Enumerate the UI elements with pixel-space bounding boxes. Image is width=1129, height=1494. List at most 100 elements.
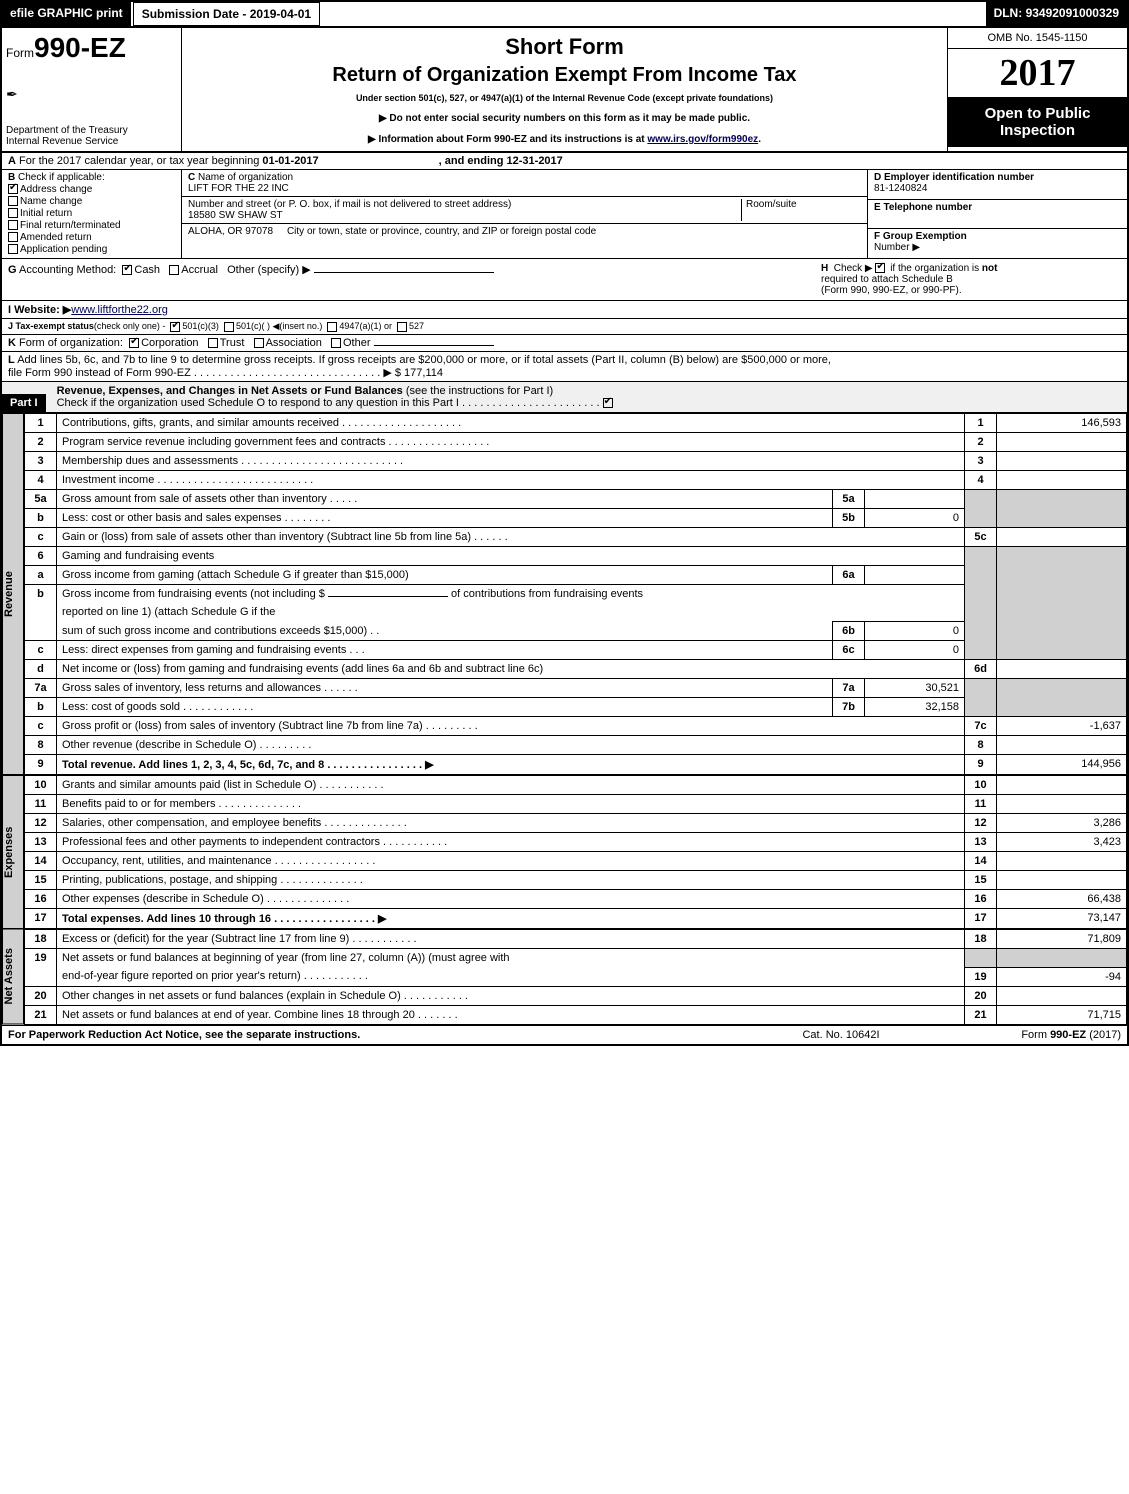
chk-other-org[interactable] xyxy=(331,338,341,348)
checkbox-icon xyxy=(8,220,18,230)
line-desc: Contributions, gifts, grants, and simila… xyxy=(57,414,965,433)
submission-date-label: Submission Date - xyxy=(142,7,250,21)
f-label2: Number ▶ xyxy=(874,242,920,253)
line-desc: Less: cost or other basis and sales expe… xyxy=(57,509,833,528)
k-other: Other xyxy=(343,337,371,349)
line-rnum: 8 xyxy=(965,736,997,755)
chk-address-change[interactable]: Address change xyxy=(8,184,175,195)
6b-input[interactable] xyxy=(328,596,448,597)
chk-corp[interactable] xyxy=(129,338,139,348)
chk-501c3[interactable] xyxy=(170,322,180,332)
line-desc: Program service revenue including govern… xyxy=(57,433,965,452)
l-dots: . . . . . . . . . . . . . . . . . . . . … xyxy=(191,367,395,379)
org-address: 18580 SW SHAW ST xyxy=(188,210,741,221)
irs-link[interactable]: www.irs.gov/form990ez xyxy=(647,134,758,145)
chk-application-pending[interactable]: Application pending xyxy=(8,244,175,255)
line-2: 2Program service revenue including gover… xyxy=(25,433,1127,452)
line-rnum: 20 xyxy=(965,986,997,1005)
line-rnum: 19 xyxy=(965,967,997,986)
l-text1: Add lines 5b, 6c, and 7b to line 9 to de… xyxy=(17,354,831,366)
top-bar: efile GRAPHIC print Submission Date - 20… xyxy=(2,2,1127,28)
open-line1: Open to Public xyxy=(985,105,1091,122)
line-desc: Total revenue. Add lines 1, 2, 3, 4, 5c,… xyxy=(57,755,965,775)
line-6b-3: sum of such gross income and contributio… xyxy=(25,622,1127,641)
line-i: I Website: ▶www.liftforthe22.org xyxy=(2,301,1127,319)
line-17: 17Total expenses. Add lines 10 through 1… xyxy=(25,909,1127,929)
chk-501c[interactable] xyxy=(224,322,234,332)
info-pre: ▶ Information about Form 990-EZ and its … xyxy=(368,134,647,145)
line-7a: 7aGross sales of inventory, less returns… xyxy=(25,679,1127,698)
warning-ssn: ▶ Do not enter social security numbers o… xyxy=(188,113,941,124)
section-d-e-f: D Employer identification number81-12408… xyxy=(867,170,1127,258)
chk-accrual[interactable] xyxy=(169,265,179,275)
line-desc: Total expenses. Add lines 10 through 16 … xyxy=(57,909,965,929)
line-desc: Other changes in net assets or fund bala… xyxy=(57,986,965,1005)
line-rval xyxy=(997,776,1127,795)
line-desc: Gross income from gaming (attach Schedul… xyxy=(57,566,833,585)
efile-print-button[interactable]: efile GRAPHIC print xyxy=(2,2,133,26)
line-k: K Form of organization: Corporation Trus… xyxy=(2,335,1127,352)
line-num: d xyxy=(25,660,57,679)
j-o2: 501(c)( ) ◀(insert no.) xyxy=(236,321,322,331)
chk-cash[interactable] xyxy=(122,265,132,275)
part1-check: Check if the organization used Schedule … xyxy=(57,397,600,409)
chk-trust[interactable] xyxy=(208,338,218,348)
section-c: C Name of organization LIFT FOR THE 22 I… xyxy=(182,170,867,258)
form-number: Form990-EZ xyxy=(6,32,177,64)
line-desc: Net assets or fund balances at beginning… xyxy=(57,949,965,968)
line-num: b xyxy=(25,585,57,641)
chk-assoc[interactable] xyxy=(254,338,264,348)
net-assets-section: Net Assets 18Excess or (deficit) for the… xyxy=(2,929,1127,1025)
line-rval: 146,593 xyxy=(997,414,1127,433)
org-city: ALOHA, OR 97078 xyxy=(188,226,273,237)
line-midnum: 5b xyxy=(833,509,865,528)
k-other-input[interactable] xyxy=(374,345,494,346)
chk-amended-return[interactable]: Amended return xyxy=(8,232,175,243)
line-desc: sum of such gross income and contributio… xyxy=(57,622,833,641)
line-num: 10 xyxy=(25,776,57,795)
line-midnum: 5a xyxy=(833,490,865,509)
line-rval xyxy=(997,986,1127,1005)
form-header: Form990-EZ ✒ Department of the TreasuryI… xyxy=(2,28,1127,153)
line-17-bold: Total expenses. Add lines 10 through 16 … xyxy=(62,913,386,925)
expenses-table: 10Grants and similar amounts paid (list … xyxy=(24,775,1127,929)
expenses-tab: Expenses xyxy=(2,775,24,929)
chk-h[interactable] xyxy=(875,263,885,273)
line-num: 21 xyxy=(25,1005,57,1024)
line-1: 1Contributions, gifts, grants, and simil… xyxy=(25,414,1127,433)
line-num: c xyxy=(25,717,57,736)
omb-number: OMB No. 1545-1150 xyxy=(948,28,1127,49)
line-rnum: 16 xyxy=(965,890,997,909)
line-rval: 73,147 xyxy=(997,909,1127,929)
chk-527[interactable] xyxy=(397,322,407,332)
line-6d: dNet income or (loss) from gaming and fu… xyxy=(25,660,1127,679)
footer-right: Form 990-EZ (2017) xyxy=(941,1029,1121,1041)
revenue-table: 1Contributions, gifts, grants, and simil… xyxy=(24,413,1127,775)
line-num: 12 xyxy=(25,814,57,833)
line-14: 14Occupancy, rent, utilities, and mainte… xyxy=(25,852,1127,871)
line-midval: 30,521 xyxy=(865,679,965,698)
department: Department of the TreasuryInternal Reven… xyxy=(6,125,177,147)
chk-name-change[interactable]: Name change xyxy=(8,196,175,207)
chk-initial-return[interactable]: Initial return xyxy=(8,208,175,219)
line-desc: Gross income from fundraising events (no… xyxy=(57,585,965,604)
section-d: D Employer identification number81-12408… xyxy=(868,170,1127,200)
e-label: E Telephone number xyxy=(874,202,972,213)
line-7b: bLess: cost of goods sold . . . . . . . … xyxy=(25,698,1127,717)
l-text2: file Form 990 instead of Form 990-EZ xyxy=(8,367,191,379)
line-9: 9Total revenue. Add lines 1, 2, 3, 4, 5c… xyxy=(25,755,1127,775)
c-name-label: Name of organization xyxy=(198,172,293,183)
chk-4947[interactable] xyxy=(327,322,337,332)
chk-label: Amended return xyxy=(20,232,92,243)
website-link[interactable]: www.liftforthe22.org xyxy=(71,304,168,316)
g-other-input[interactable] xyxy=(314,272,494,273)
chk-schedule-o[interactable] xyxy=(603,398,613,408)
expenses-section: Expenses 10Grants and similar amounts pa… xyxy=(2,775,1127,929)
line-desc: Membership dues and assessments . . . . … xyxy=(57,452,965,471)
line-rval xyxy=(997,452,1127,471)
l-value: $ 177,114 xyxy=(395,367,443,379)
label-j: J Tax-exempt status xyxy=(8,321,94,331)
chk-final-return[interactable]: Final return/terminated xyxy=(8,220,175,231)
line-9-bold: Total revenue. Add lines 1, 2, 3, 4, 5c,… xyxy=(62,759,434,771)
shade-cell xyxy=(965,949,997,968)
